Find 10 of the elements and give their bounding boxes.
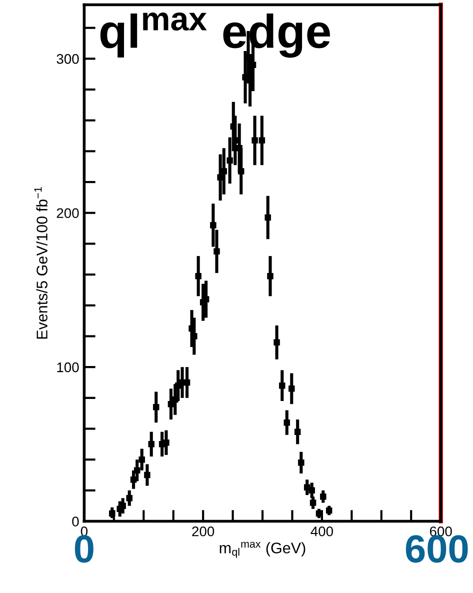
y-tick-label: 300 bbox=[56, 54, 79, 64]
y-tick-label: 200 bbox=[56, 208, 79, 218]
x-tick-label: 400 bbox=[310, 526, 333, 536]
y-axis-title: Events/5 GeV/100 fb$^{−1}$ bbox=[34, 187, 48, 339]
x-tick-label: 600 bbox=[430, 526, 452, 536]
x-tick-label: 200 bbox=[192, 526, 214, 536]
chart-title: ql$^{max}$ edge bbox=[100, 12, 330, 58]
y-tick-label: 0 bbox=[72, 516, 79, 526]
x-axis-title: m$_{ql}$$^{max}$ (GeV) bbox=[220, 542, 306, 558]
y-tick-label: 100 bbox=[57, 362, 79, 372]
